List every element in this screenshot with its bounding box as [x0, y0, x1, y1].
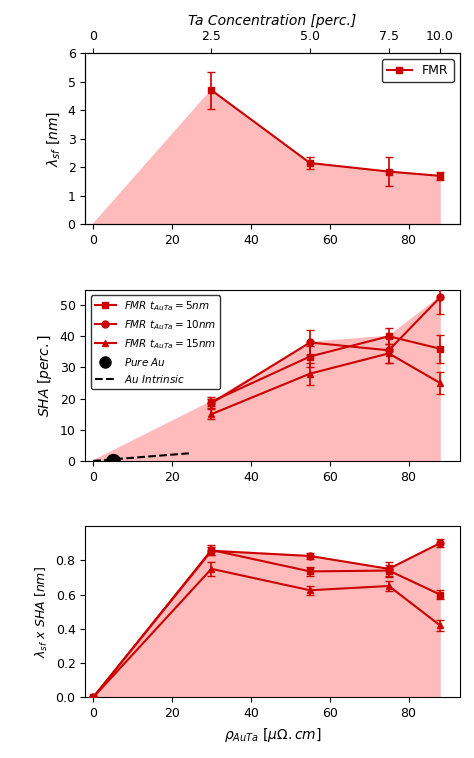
Polygon shape [93, 297, 440, 461]
Polygon shape [93, 543, 440, 697]
X-axis label: $\rho_{AuTa}$ $[\mu\Omega.cm]$: $\rho_{AuTa}$ $[\mu\Omega.cm]$ [224, 725, 321, 744]
Y-axis label: $\lambda_{sf}$ x $SHA$ $[nm]$: $\lambda_{sf}$ x $SHA$ $[nm]$ [34, 565, 50, 658]
Polygon shape [93, 90, 440, 224]
Y-axis label: $SHA$ $[perc.]$: $SHA$ $[perc.]$ [36, 334, 54, 417]
Y-axis label: $\lambda_{sf}$ $[nm]$: $\lambda_{sf}$ $[nm]$ [45, 111, 62, 167]
Legend: $FMR\ t_{AuTa}=5nm$, $FMR\ t_{AuTa}=10nm$, $FMR\ t_{AuTa}=15nm$, $Pure\ Au$, $Au: $FMR\ t_{AuTa}=5nm$, $FMR\ t_{AuTa}=10nm… [91, 295, 220, 390]
Legend: FMR: FMR [382, 59, 454, 83]
X-axis label: Ta Concentration [perc.]: Ta Concentration [perc.] [189, 14, 356, 28]
